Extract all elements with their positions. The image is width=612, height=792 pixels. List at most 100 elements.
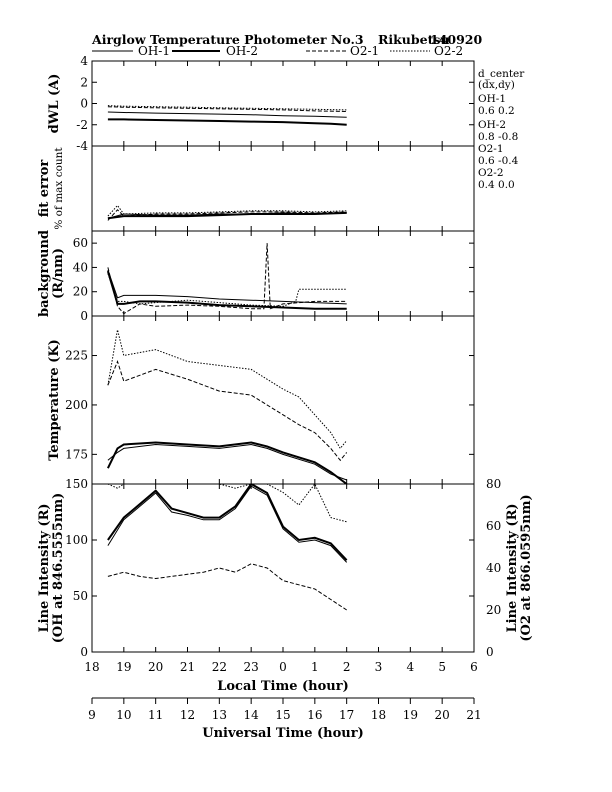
dcenter-value-o2-2: 0.4 0.0: [478, 179, 515, 191]
dcenter-title: d_center: [478, 68, 525, 80]
y-tick-label: 4: [80, 54, 88, 68]
y-tick-label: -2: [76, 118, 88, 132]
ut-tick-label: 16: [307, 708, 322, 722]
dcenter-value-oh-2: 0.8 -0.8: [478, 131, 518, 143]
ut-tick-label: 12: [180, 708, 195, 722]
y-axis-label-2: (R/nm): [51, 248, 66, 299]
panel-frame: [91, 145, 475, 232]
ut-tick-label: 10: [116, 708, 131, 722]
panel-2: fit error% of max count: [37, 145, 475, 232]
legend-label-o2-2: O2-2: [434, 44, 463, 58]
ut-tick-label: 17: [339, 708, 354, 722]
dcenter-subtitle: (dx,dy): [478, 79, 515, 91]
y-axis-label: background: [37, 230, 52, 317]
y2-axis-label: Line Intensity (R): [505, 503, 520, 632]
figure-site: Rikubetsu: [378, 32, 449, 47]
y-axis-label-2: (OH at 846.5555nm): [51, 493, 66, 643]
dcenter-name-oh-2: OH-2: [478, 119, 506, 131]
y-tick-label: 2: [80, 75, 88, 89]
local-time-tick-label: 0: [279, 660, 287, 674]
y-tick-label: 0: [80, 97, 88, 111]
y-tick-label: 50: [73, 589, 88, 603]
y-axis-label: Line Intensity (R): [37, 503, 52, 632]
series-line-oh-2: [107, 211, 347, 220]
panel-3: 0 20 40 60 background (R/nm): [37, 230, 475, 323]
ut-tick-label: 13: [212, 708, 227, 722]
series-line-oh-2: [107, 118, 347, 126]
y-tick-label: 0: [80, 309, 88, 323]
panel-frame: [91, 230, 475, 317]
series-line-oh-1: [107, 443, 347, 481]
panel-frame: [91, 60, 475, 147]
dcenter-value-o2-1: 0.6 -0.4: [478, 155, 519, 167]
local-time-tick-label: 18: [84, 660, 99, 674]
local-time-tick-label: 20: [148, 660, 163, 674]
local-time-tick-label: 5: [438, 660, 446, 674]
panels: -4 -2 0 2 4 dWL (A) fit error% of max count 0 20…: [37, 54, 534, 659]
local-time-tick-label: 2: [343, 660, 351, 674]
ut-tick-label: 14: [244, 708, 260, 722]
y-tick-label: 225: [65, 349, 88, 363]
legend: OH-1 OH-2 O2-1 O2-2: [92, 44, 463, 58]
y-axis-label: fit error: [37, 160, 52, 218]
local-time-tick-label: 1: [311, 660, 319, 674]
ut-tick-label: 21: [466, 708, 481, 722]
y2-tick-label: 20: [486, 603, 501, 617]
y-axis-label-2: % of max count: [53, 147, 65, 230]
dcenter-value-oh-1: 0.6 0.2: [478, 105, 515, 117]
ut-axis-label: Universal Time (hour): [202, 726, 364, 741]
series-line-o2-1: [107, 209, 347, 221]
local-time-tick-label: 6: [470, 660, 478, 674]
y2-tick-label: 60: [486, 519, 501, 533]
ut-tick-label: 15: [275, 708, 290, 722]
local-time-tick-label: 3: [375, 660, 383, 674]
figure-title: Airglow Temperature Photometer No.3: [91, 32, 364, 47]
y-tick-label: 175: [65, 447, 88, 461]
dcenter-name-oh-1: OH-1: [478, 93, 506, 105]
series-line-oh-2: [107, 441, 348, 484]
ut-tick-label: 11: [148, 708, 163, 722]
ut-tick-label: 20: [435, 708, 450, 722]
series-line-oh-1: [107, 111, 347, 118]
figure-date: 140920: [430, 32, 482, 47]
legend-label-oh-2: OH-2: [226, 44, 258, 58]
series-line-o2-2: [107, 105, 347, 111]
series-line-o2-1: [107, 106, 347, 112]
y-tick-label: 0: [80, 645, 88, 659]
series-line-oh-1: [107, 485, 348, 563]
y-tick-label: 20: [73, 285, 88, 299]
local-time-tick-label: 22: [212, 660, 227, 674]
panel-1: -4 -2 0 2 4 dWL (A): [47, 54, 475, 153]
series-line-oh-2: [106, 270, 347, 310]
y-tick-label: 100: [65, 533, 88, 547]
y2-tick-label: 80: [486, 477, 501, 491]
series-line-o2-1: [107, 563, 347, 611]
local-time-tick-label: 23: [244, 660, 259, 674]
y-tick-label: 60: [73, 236, 88, 250]
local-time-axis-label: Local Time (hour): [217, 679, 349, 694]
y2-tick-label: 40: [486, 561, 501, 575]
series-line-o2-2: [107, 329, 348, 450]
series-line-o2-1: [107, 243, 347, 315]
series-line-oh-1: [107, 269, 347, 305]
y-axis-label: Temperature (K): [47, 339, 62, 461]
ut-tick-label: 19: [403, 708, 418, 722]
local-time-tick-label: 4: [407, 660, 415, 674]
y-tick-label: -4: [76, 139, 88, 153]
panel-frame: [91, 483, 475, 653]
dcenter-name-o2-1: O2-1: [478, 143, 504, 155]
dcenter-name-o2-2: O2-2: [478, 167, 504, 179]
series-line-o2-1: [107, 360, 348, 462]
y-tick-label: 200: [65, 398, 88, 412]
panel-frame: [91, 315, 475, 485]
series-line-oh-2: [107, 484, 348, 561]
dcenter-block: d_center(dx,dy)OH-10.6 0.2OH-20.8 -0.8O2…: [478, 68, 525, 191]
local-time-tick-label: 21: [180, 660, 195, 674]
ut-tick-label: 9: [88, 708, 96, 722]
y-axis-label: dWL (A): [47, 74, 62, 134]
legend-label-oh-1: OH-1: [138, 44, 170, 58]
legend-label-o2-1: O2-1: [350, 44, 379, 58]
